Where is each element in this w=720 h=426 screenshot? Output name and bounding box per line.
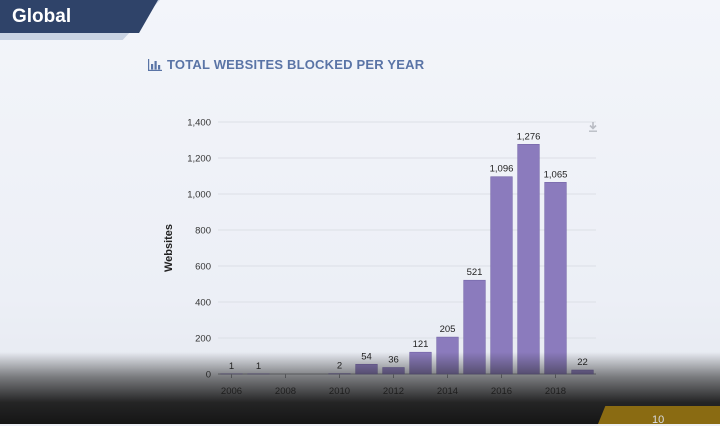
- y-tick-label: 400: [195, 298, 211, 309]
- x-tick-label: 2014: [437, 386, 458, 397]
- bar-2013: [410, 352, 432, 374]
- y-axis-title: Websites: [163, 224, 175, 272]
- page-number: 10: [652, 414, 664, 426]
- download-icon: [587, 121, 599, 133]
- y-tick-label: 1,200: [187, 154, 211, 165]
- data-label-2015: 521: [467, 267, 483, 278]
- x-tick-label: 2012: [383, 386, 404, 397]
- data-label-2016: 1,096: [490, 164, 514, 175]
- y-tick-label: 800: [195, 226, 211, 237]
- bar-2016: [491, 177, 513, 374]
- bar-2019: [572, 370, 594, 374]
- data-label-2011: 54: [361, 351, 372, 362]
- x-tick-label: 2008: [275, 386, 296, 397]
- data-label-2007: 1: [256, 361, 261, 372]
- data-label-2019: 22: [577, 357, 588, 368]
- data-label-2006: 1: [229, 361, 234, 372]
- x-tick-label: 2018: [545, 386, 566, 397]
- bar-2015: [464, 280, 486, 374]
- data-label-2014: 205: [440, 324, 456, 335]
- data-label-2013: 121: [413, 339, 429, 350]
- data-label-2017: 1,276: [517, 131, 541, 142]
- bar-2012: [383, 368, 405, 374]
- y-tick-label: 1,400: [187, 118, 211, 129]
- y-tick-label: 200: [195, 334, 211, 345]
- bar-2014: [437, 337, 459, 374]
- x-tick-label: 2006: [221, 386, 242, 397]
- y-tick-label: 0: [206, 370, 211, 381]
- y-tick-label: 600: [195, 262, 211, 273]
- data-label-2010: 2: [337, 361, 342, 372]
- x-tick-label: 2016: [491, 386, 512, 397]
- data-label-2012: 36: [388, 355, 399, 366]
- bar-2017: [518, 144, 540, 374]
- x-tick-label: 2010: [329, 386, 350, 397]
- data-label-2018: 1,065: [544, 169, 568, 180]
- download-button[interactable]: [578, 113, 608, 141]
- bar-2011: [356, 364, 378, 374]
- y-tick-label: 1,000: [187, 190, 211, 201]
- bar-2018: [545, 182, 567, 374]
